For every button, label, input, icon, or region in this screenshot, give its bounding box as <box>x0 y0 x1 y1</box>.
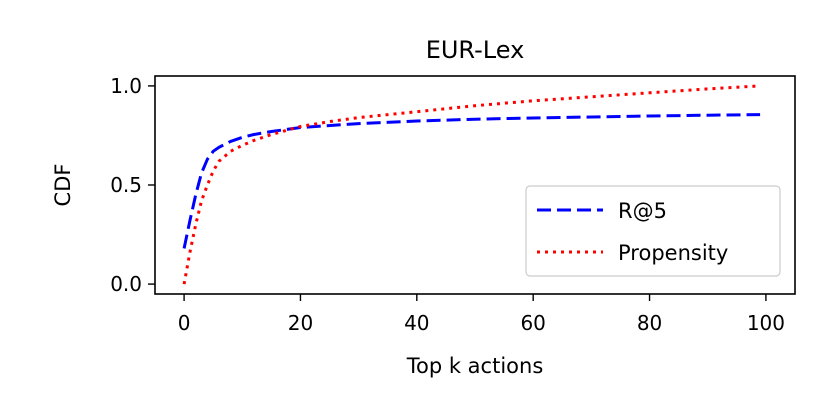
x-tick-label: 40 <box>404 311 429 335</box>
y-tick-label: 0.5 <box>110 173 142 197</box>
x-tick-label: 60 <box>520 311 545 335</box>
x-tick-label: 80 <box>637 311 662 335</box>
x-axis: 0 20 40 60 80 100 <box>178 294 785 335</box>
series-line-propensity <box>182 84 761 285</box>
plot-lines <box>182 84 761 285</box>
x-axis-label: Top k actions <box>406 354 544 378</box>
legend-label-r5: R@5 <box>618 199 667 223</box>
y-tick-label: 0.0 <box>110 272 142 296</box>
y-axis-label: CDF <box>51 164 75 207</box>
legend: R@5 Propensity <box>525 185 781 277</box>
legend-label-propensity: Propensity <box>618 241 728 265</box>
y-tick-label: 1.0 <box>110 74 142 98</box>
x-tick-label: 0 <box>178 311 191 335</box>
y-axis: 0.0 0.5 1.0 <box>110 74 155 296</box>
x-tick-label: 100 <box>747 311 785 335</box>
x-tick-label: 20 <box>288 311 313 335</box>
chart-title: EUR-Lex <box>426 36 525 64</box>
